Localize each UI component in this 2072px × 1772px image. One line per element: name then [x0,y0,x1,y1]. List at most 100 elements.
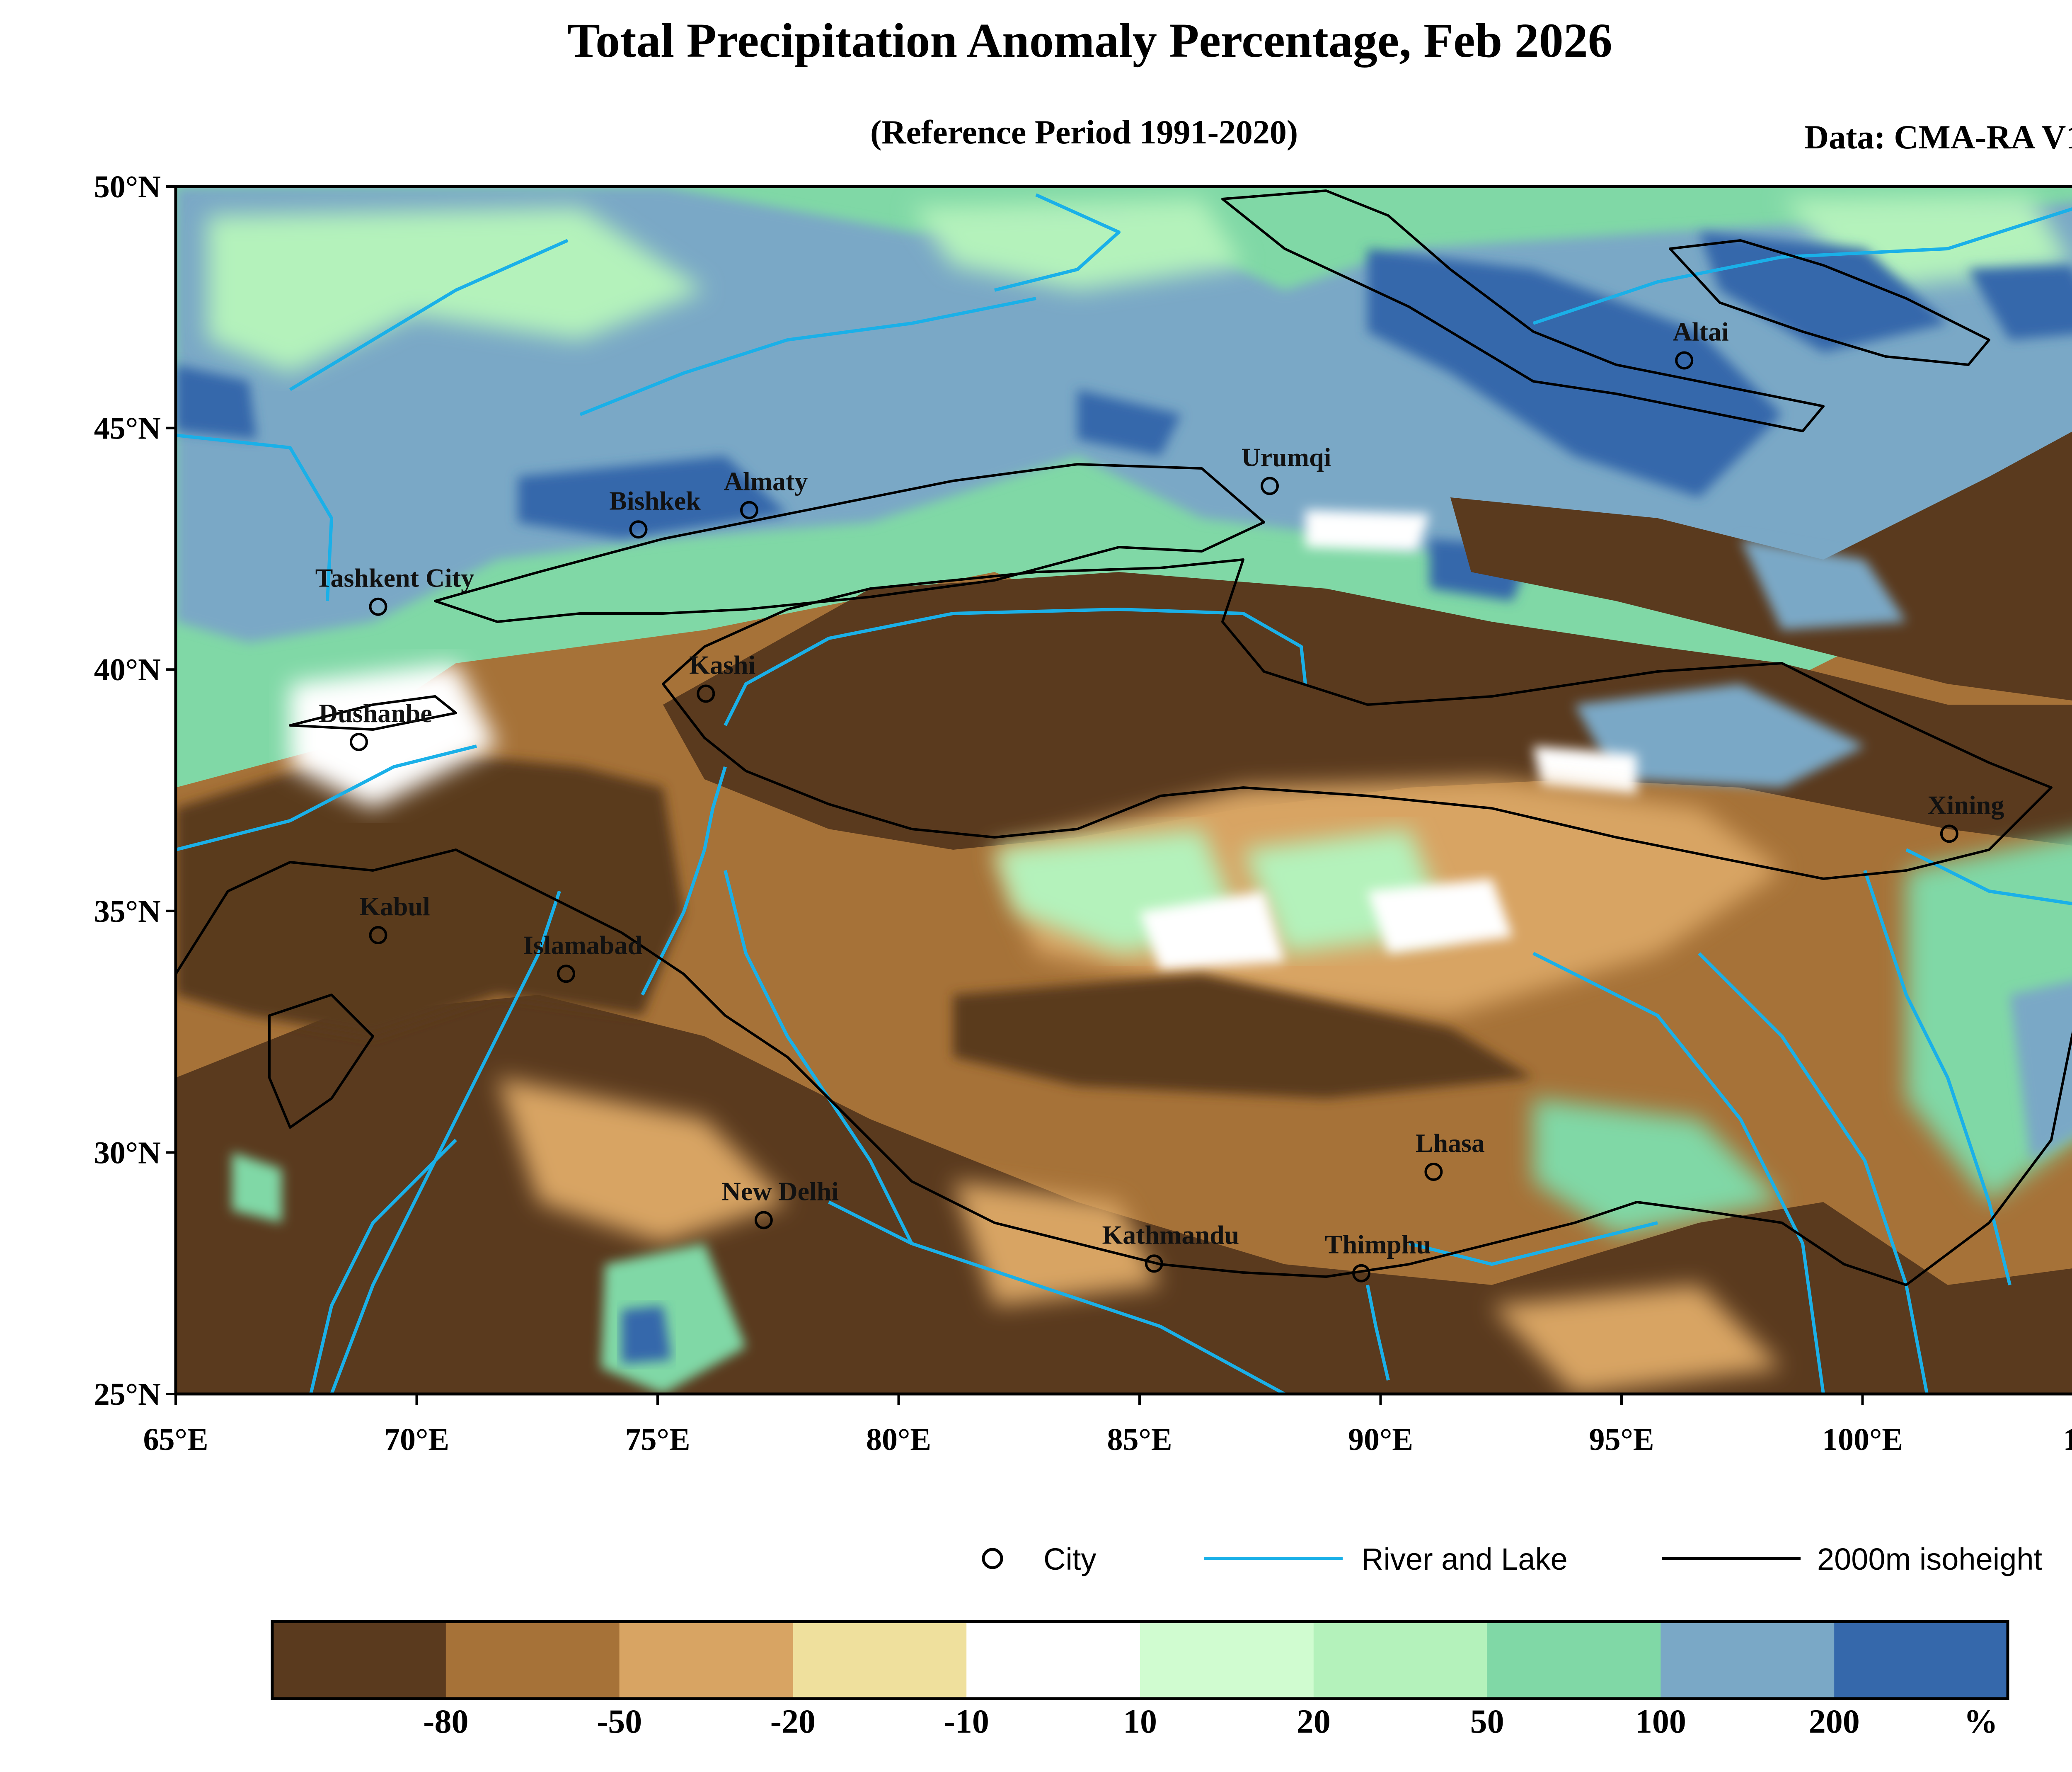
field-ne-wet-patches [1575,539,1906,788]
colorbar-swatch [1487,1622,1661,1699]
city-legend-marker [982,1548,1003,1569]
field-south-tan [497,1078,1782,1394]
isoheight-contour [176,848,2072,1286]
lon-tick-label: 90°E [1348,1422,1413,1457]
city-marker [349,732,368,751]
lat-tick-label: 30°N [94,1135,161,1170]
city-marker [1940,824,1958,843]
lon-tick-label: 105°E [2063,1422,2072,1457]
rivers-and-lakes [176,193,2072,1394]
city-label: Kathmandu [1102,1220,1239,1249]
colorbar-swatch [966,1622,1140,1699]
isoheight-contour [1221,189,1825,432]
colorbar-label: -10 [944,1702,989,1740]
river-line [724,870,913,1244]
colorbar-label: 200 [1809,1702,1860,1740]
river-line [309,1139,457,1394]
isoheight-contour [289,695,457,731]
colorbar-label: 50 [1470,1702,1504,1740]
lat-tick-label: 40°N [94,652,161,687]
lon-tick-label: 85°E [1107,1422,1172,1457]
anomaly-field [176,187,2072,1394]
field-west-dry [176,746,684,1036]
data-source: Data: CMA-RA V1.5 [1804,118,2072,156]
lat-tick-label: 25°N [94,1377,161,1412]
city-label: Dushanbe [319,698,432,728]
city-label: Almaty [724,467,808,496]
river-line [1532,207,2072,325]
river-line [828,1200,1285,1394]
lon-tick-label: 100°E [1822,1422,1903,1457]
lon-tick-label: 75°E [625,1422,690,1457]
city-marker [369,926,387,945]
field-tibet-green [995,829,1450,953]
legend: City River and Lake 2000m isoheight [982,1542,2042,1576]
isoheight-contour [268,994,374,1129]
city-label: Altai [1673,317,1729,346]
field-south-wet [232,1152,746,1394]
isoheight-contour [1669,239,1990,366]
river-line [1905,848,2072,906]
river-legend-label: River and Lake [1361,1542,1568,1576]
colorbar-swatch [1661,1622,1835,1699]
colorbar: -80 -50 -20 -10 10 20 50 100 200 [271,1620,2009,1740]
river-line [724,608,1307,726]
isoheight-legend-label: 2000m isoheight [1817,1542,2042,1576]
colorbar-swatch [445,1622,620,1699]
field-tibet-dry-band [953,974,1533,1098]
city-marker [697,684,715,703]
lon-tick-label: 70°E [384,1422,449,1457]
city-label: Islamabad [523,930,642,960]
isoheight-contour [434,463,1265,623]
river-line [176,434,333,601]
colorbar-swatch [1140,1622,1314,1699]
colorbar-frame [271,1620,2009,1700]
field-south-blue [622,1306,671,1364]
colorbar-swatch [1834,1622,2008,1699]
lon-tick-label: 65°E [143,1422,208,1457]
city-marker [557,965,576,983]
colorbar-label: -80 [423,1702,468,1740]
city-marker [740,501,758,519]
cities: Altai Urumqi Almaty Bishkek Tashkent City Kas… [315,317,2004,1282]
city-marker [629,520,648,539]
city-label: Thimphu [1325,1230,1431,1259]
city-marker [369,597,387,616]
lon-tick-label: 80°E [866,1422,931,1457]
city-label: New Delhi [722,1177,839,1206]
field-southeast-green [1533,835,2072,1235]
river-line [289,239,569,391]
river-line [176,744,477,851]
city-label: Kashi [689,650,755,679]
colorbar-label: 20 [1297,1702,1331,1740]
city-label: Bishkek [609,486,701,515]
lat-tick-label: 35°N [94,894,161,929]
river-line [330,890,561,1394]
field-west-white [290,663,497,808]
river-line [1532,952,1825,1394]
river-line [1863,870,2011,1285]
isoheight-2000m [176,189,2072,1286]
lon-tick-label: 95°E [1589,1422,1654,1457]
city-label: Kabul [359,892,430,921]
colorbar-swatch [1313,1622,1488,1699]
axes: 50°N 45°N 40°N 35°N 30°N 25°N 65°E 70°E 75°E 80°E… [94,170,2072,1457]
field-north-mint [207,195,2072,373]
isoheight-contour [662,558,2053,880]
colorbar-label: -20 [770,1702,816,1740]
river-line [994,193,1121,292]
colorbar-swatch [272,1622,446,1699]
lat-tick-label: 45°N [94,411,161,446]
city-label: Lhasa [1416,1128,1485,1158]
map-subtitle: (Reference Period 1991-2020) [870,113,1298,151]
city-marker [1424,1163,1443,1181]
city-label: Urumqi [1242,442,1331,472]
field-ne-white [1305,510,1637,796]
river-line [641,766,727,996]
map-title: Total Precipitation Anomaly Percentage, … [567,13,1612,68]
colorbar-unit: % [1964,1702,1998,1740]
colorbar-swatch [619,1622,794,1699]
colorbar-label: -50 [597,1702,642,1740]
city-marker [1145,1254,1163,1273]
